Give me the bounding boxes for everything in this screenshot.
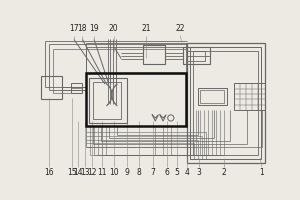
Bar (183, 47, 210, 64)
Bar (198, 88, 227, 105)
Text: 6: 6 (164, 168, 169, 177)
Bar (93, 82, 121, 119)
Bar (200, 90, 224, 103)
Text: 8: 8 (136, 168, 141, 177)
Text: 3: 3 (197, 168, 202, 177)
Bar (190, 47, 262, 159)
Text: 21: 21 (142, 24, 151, 33)
Text: 12: 12 (87, 168, 97, 177)
Text: 10: 10 (110, 168, 119, 177)
Bar (41, 76, 62, 99)
Bar (234, 83, 265, 110)
Bar (71, 83, 82, 93)
Bar (187, 51, 205, 61)
Bar (89, 78, 127, 123)
Text: 14: 14 (74, 168, 83, 177)
Text: 18: 18 (77, 24, 87, 33)
Text: 15: 15 (67, 168, 77, 177)
Text: 1: 1 (260, 168, 264, 177)
Text: 16: 16 (44, 168, 53, 177)
Bar (187, 43, 265, 163)
Text: 17: 17 (69, 24, 78, 33)
Text: 2: 2 (221, 168, 226, 177)
Bar (193, 51, 258, 155)
Bar (85, 73, 186, 126)
Text: 4: 4 (185, 168, 190, 177)
Bar (143, 45, 165, 64)
Text: 7: 7 (150, 168, 155, 177)
Text: 22: 22 (176, 24, 185, 33)
Text: 9: 9 (124, 168, 130, 177)
Text: 19: 19 (89, 24, 99, 33)
Text: 11: 11 (98, 168, 107, 177)
Text: 13: 13 (80, 168, 90, 177)
Text: 20: 20 (109, 24, 118, 33)
Text: 5: 5 (175, 168, 179, 177)
